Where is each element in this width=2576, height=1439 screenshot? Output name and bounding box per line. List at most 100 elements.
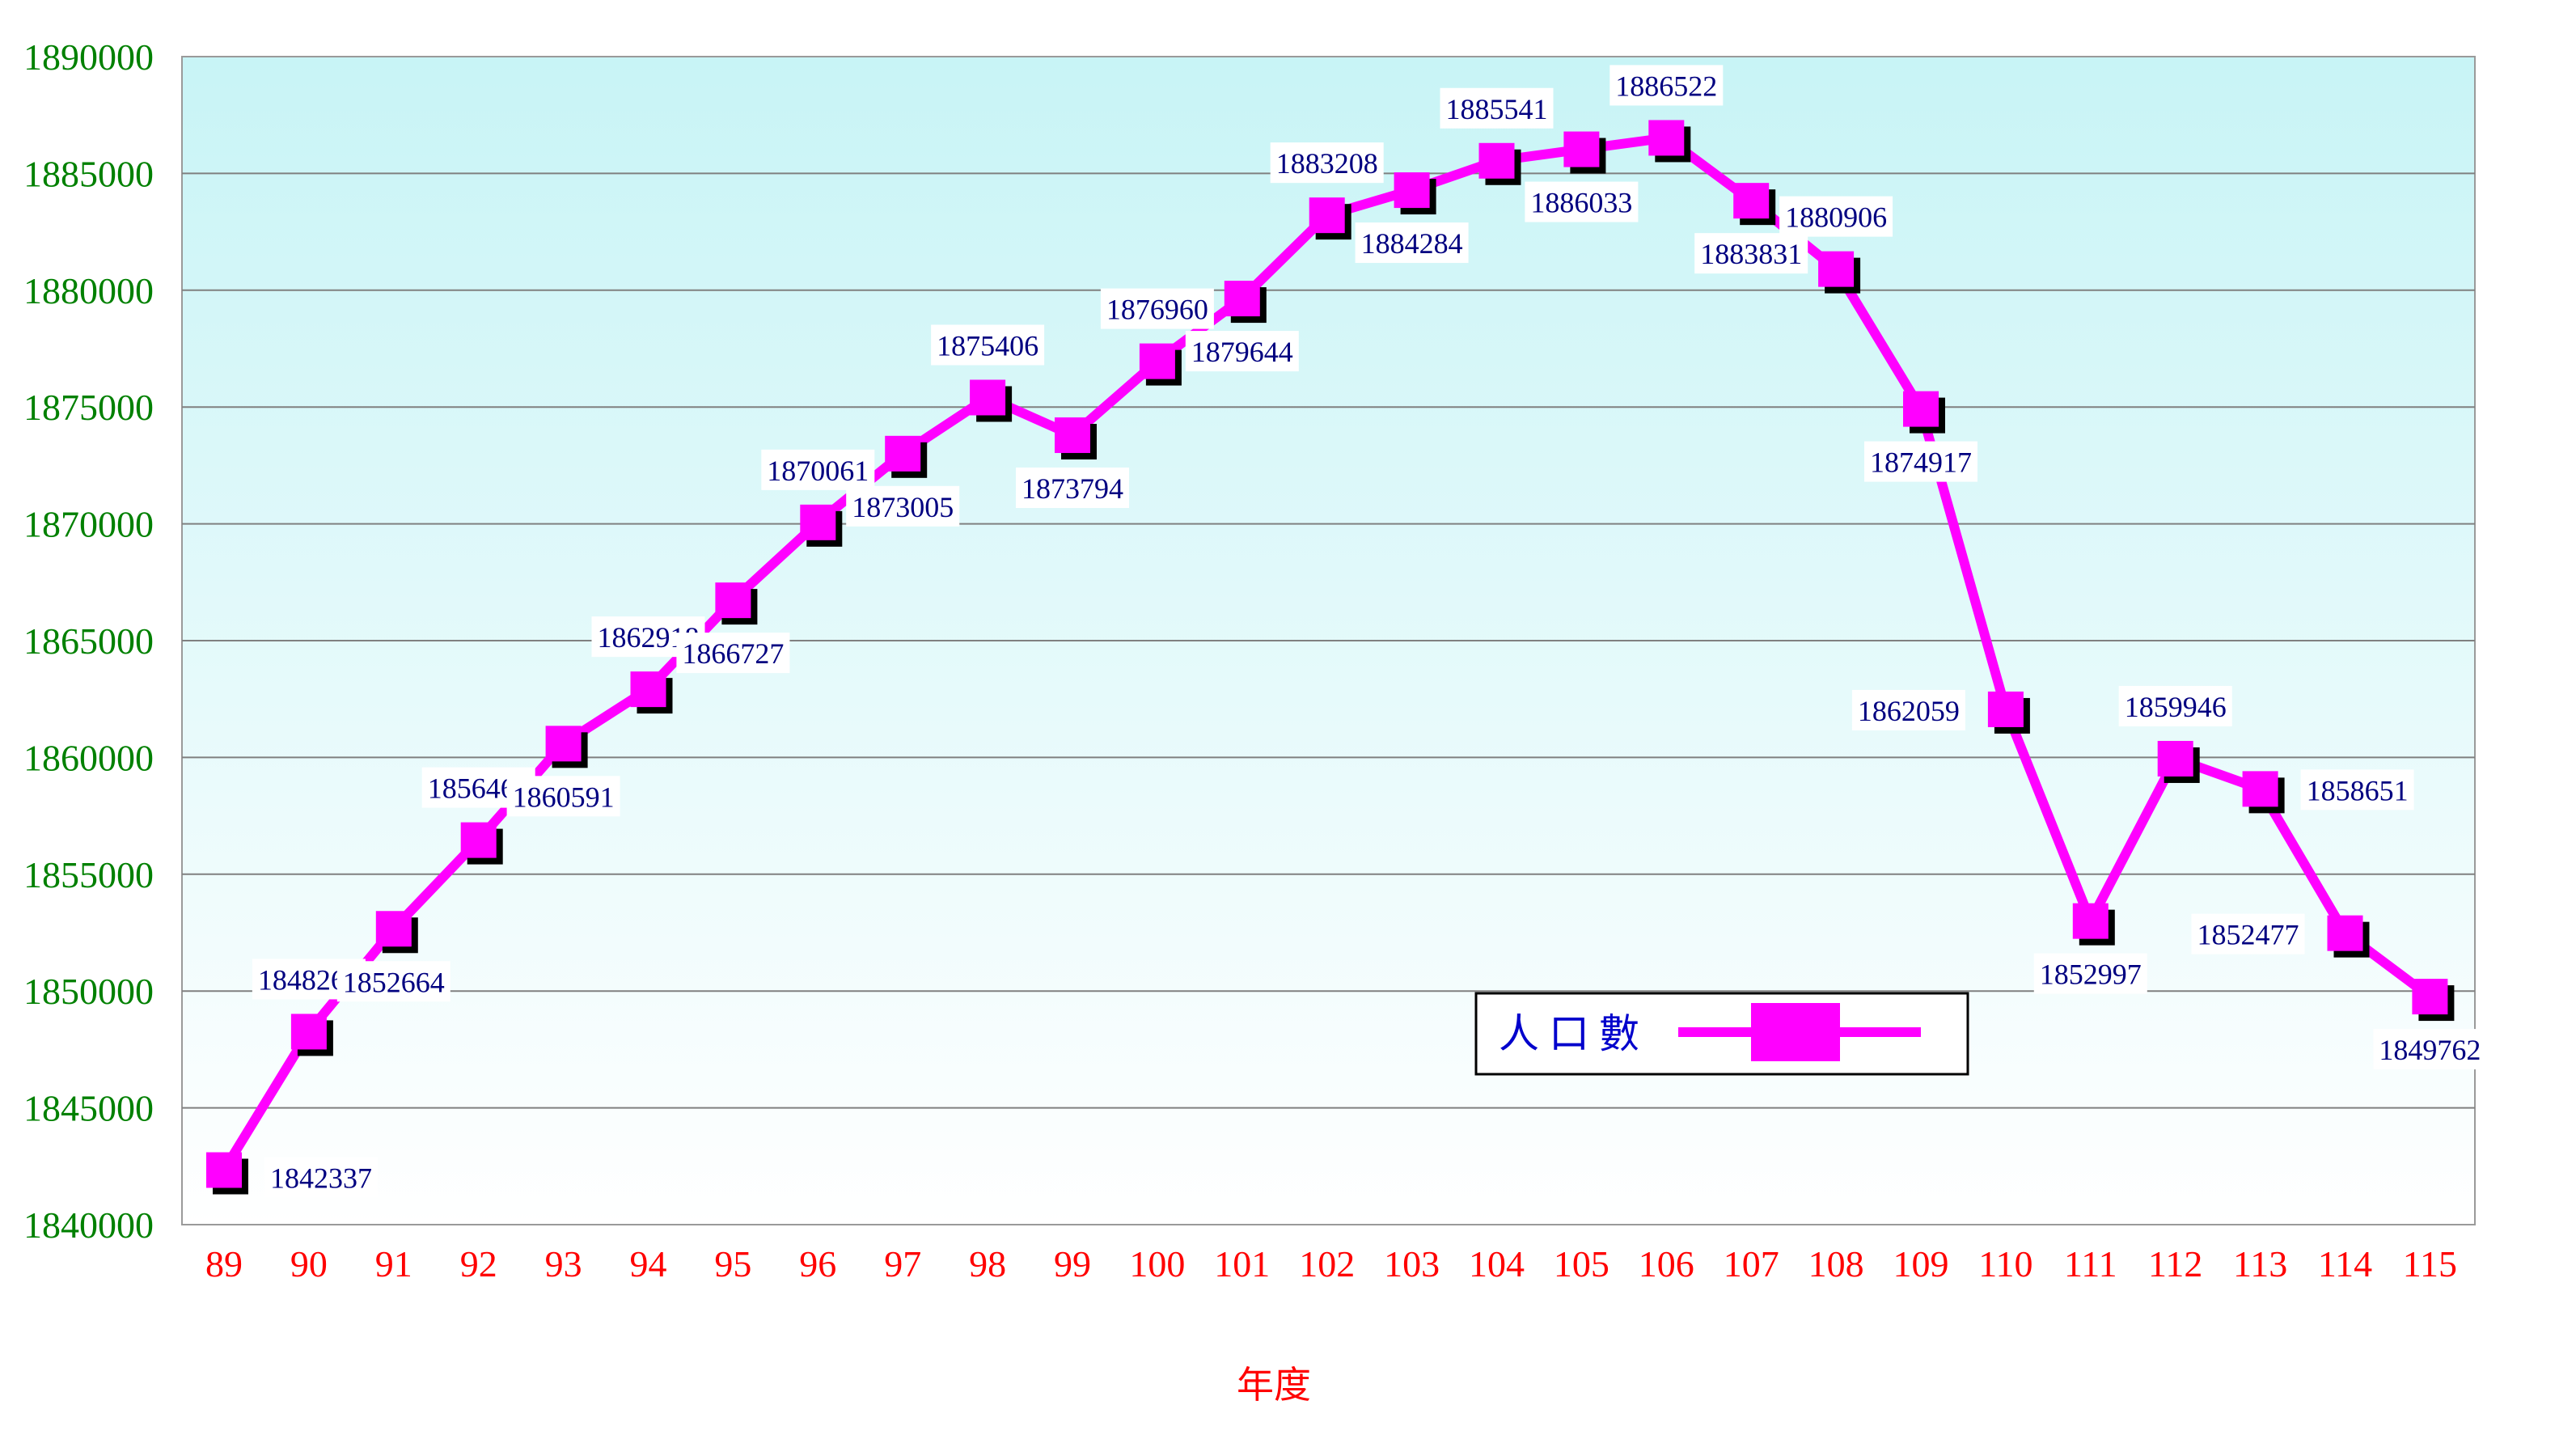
data-label-text: 1862059 [1858,695,1960,727]
marker-square [885,435,921,472]
marker-square [2242,771,2278,807]
x-tick-label: 96 [799,1243,836,1285]
data-point-marker [1139,343,1182,386]
marker-square [1394,172,1430,209]
data-label-bg [931,324,1045,366]
data-label-text: 1859946 [2125,691,2227,723]
x-tick-label: 111 [2064,1243,2117,1285]
x-tick-label: 107 [1724,1243,1779,1285]
x-tick-label: 101 [1214,1243,1270,1285]
data-label-bg [761,449,875,490]
y-tick-label: 1865000 [23,620,154,662]
y-tick-label: 1870000 [23,504,154,545]
marker-square [630,671,666,708]
legend-label: 人口數 [1499,1010,1649,1057]
data-label-bg [1185,331,1299,372]
x-tick-label: 106 [1639,1243,1694,1285]
data-label-text: 1873794 [1022,472,1123,505]
marker-square [1309,197,1345,234]
data-label-text: 1876960 [1106,294,1208,326]
data-label-text: 1884284 [1361,227,1463,260]
data-label-bg [1779,196,1893,237]
data-label: 1842337 [264,1157,378,1198]
data-label-bg [1609,65,1724,106]
data-point-marker [375,911,418,954]
data-label-bg [846,485,960,527]
x-tick-label: 94 [630,1243,667,1285]
data-label-text: 1885541 [1446,93,1548,125]
x-tick-label: 90 [290,1243,328,1285]
marker-square [2072,903,2109,939]
data-label: 1852477 [2191,913,2305,954]
data-label-bg [1864,441,1977,482]
data-label-bg [1525,181,1639,222]
marker-square [1478,142,1515,179]
marker-square [715,582,751,619]
legend: 人口數 [1474,992,1969,1076]
y-tick-label: 1855000 [23,854,154,895]
data-point-marker [290,1014,333,1056]
data-point-marker [1055,417,1097,460]
data-point-marker [545,726,588,768]
marker-square [2157,740,2193,777]
data-label-bg [1355,222,1469,264]
data-label-text: 1883831 [1700,238,1802,270]
data-label-bg [1694,233,1808,274]
data-point-marker [1394,172,1436,215]
x-tick-label: 91 [375,1243,412,1285]
y-tick-label: 1875000 [23,387,154,428]
data-label-text: 1860591 [513,781,615,813]
data-point-marker [885,435,928,478]
data-label: 1874917 [1864,441,1977,482]
x-tick-label: 103 [1384,1243,1440,1285]
data-label-text: 1852664 [343,966,445,998]
data-point-marker [2072,903,2115,946]
data-label: 1870061 [761,449,875,490]
x-tick-label: 109 [1893,1243,1949,1285]
x-tick-label: 97 [884,1243,921,1285]
data-label: 1852997 [2033,953,2147,994]
data-point-marker [1478,142,1521,185]
data-point-marker [2242,771,2285,814]
data-label-text: 1842337 [270,1162,372,1195]
data-label: 1858651 [2300,769,2414,810]
marker-square [2327,915,2363,951]
data-label-text: 1858651 [2307,774,2409,806]
marker-square [1818,251,1855,287]
x-tick-label: 113 [2233,1243,2287,1285]
y-axis-ticks: 1840000 1845000 1850000 1855000 1860000 18650… [23,36,154,1246]
data-label-bg [506,776,620,817]
marker-square [1648,120,1685,156]
data-point-marker [2157,740,2200,783]
data-point-marker [1818,251,1861,294]
marker-square [970,379,1006,416]
data-labels: 1842337184826118526641856461186059118629… [252,65,2487,1198]
data-label: 1883831 [1694,233,1808,274]
series-markers [206,120,2455,1195]
marker-square [1903,391,1939,427]
y-tick-label: 1840000 [23,1204,154,1246]
data-label: 1886522 [1609,65,1724,106]
marker-square [1733,183,1770,219]
marker-square [206,1152,242,1188]
data-point-marker [630,671,673,714]
marker-square [2412,979,2448,1015]
data-point-marker [1733,183,1776,226]
data-label-bg [2373,1029,2487,1070]
y-tick-label: 1845000 [23,1088,154,1129]
data-label-text: 1866727 [682,637,784,670]
x-tick-label: 112 [2148,1243,2202,1285]
marker-square [800,504,836,540]
x-tick-label: 114 [2318,1243,2372,1285]
data-point-marker [715,582,758,625]
legend-marker-swatch [1751,1003,1840,1061]
x-tick-label: 115 [2403,1243,2457,1285]
data-label-text: 1886033 [1530,187,1632,219]
y-tick-label: 1885000 [23,153,154,194]
data-label-text: 1880906 [1785,201,1887,234]
data-label-bg [1851,689,1965,730]
data-label-text: 1879644 [1191,336,1293,368]
data-point-marker [970,379,1013,422]
x-axis-ticks: 89 90 91 92 93 94 95 96 97 98 99 100 101 102 103 104 105… [205,1243,2457,1285]
